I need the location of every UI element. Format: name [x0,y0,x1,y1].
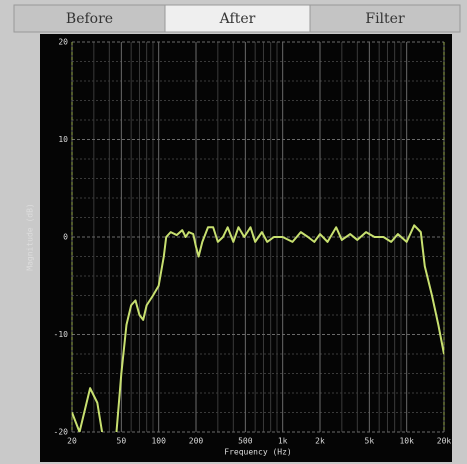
x-tick-label: 10k [399,437,414,446]
x-tick-label: 100 [151,437,166,446]
x-tick-label: 20 [67,437,77,446]
tab[interactable] [309,4,461,33]
tab-label[interactable]: After [219,11,256,27]
x-tick-label: 50 [117,437,127,446]
tab[interactable] [13,4,166,33]
plot-area [72,224,444,432]
y-tick-label: -20 [54,428,69,437]
y-tick-label: 10 [58,135,68,144]
response-line [72,224,444,432]
tab-label[interactable]: Before [66,11,113,27]
plot-panel [40,34,452,462]
x-tick-label: 5k [365,437,375,446]
x-tick-label: 1k [278,437,288,446]
x-tick-label: 500 [238,437,253,446]
tab-label[interactable]: Filter [365,11,405,27]
y-tick-label: -10 [54,330,69,339]
y-tick-label: 20 [58,38,68,47]
tab[interactable] [164,4,311,33]
x-tick-label: 2k [315,437,325,446]
x-axis-title: Frequency (Hz) [224,448,291,457]
labels: 20 50 100 200 500 1k 2k 5k 10k 20k -20 -10 0 10 20 [54,38,452,446]
x-tick-label: 20k [437,437,452,446]
y-tick-label: 0 [63,233,68,242]
y-axis-title: Magnitude (dB) [26,203,35,270]
x-tick-label: 200 [189,437,204,446]
tab-bar: Before After Filter [13,4,461,33]
